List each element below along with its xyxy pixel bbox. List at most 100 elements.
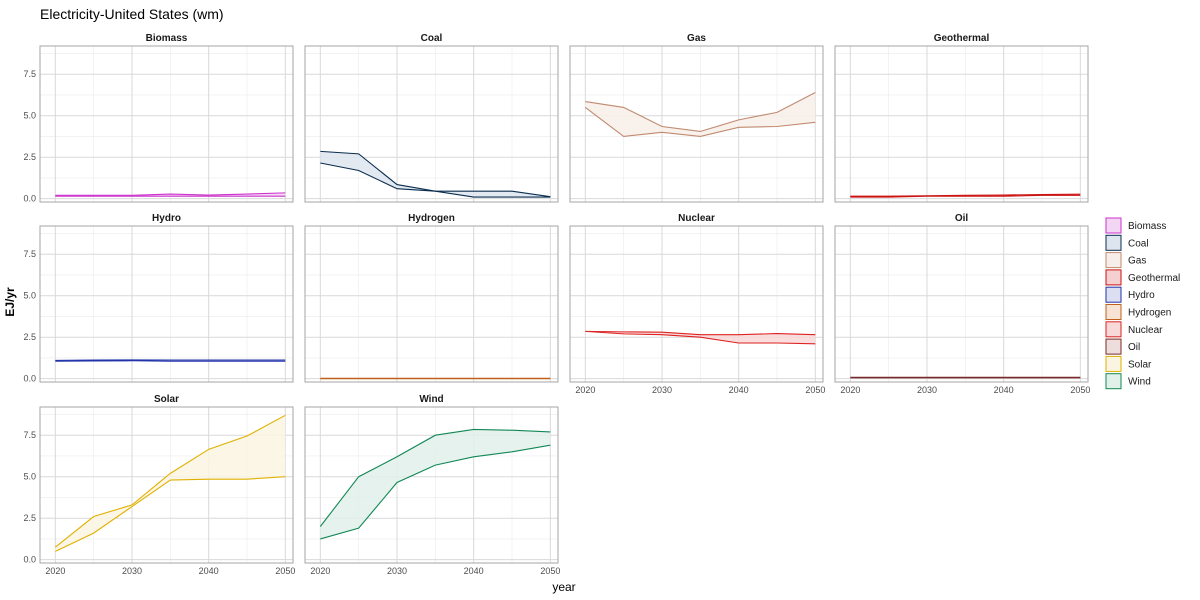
facet-panels: Biomass 0.0 2.5 5.0 7.5 Coal Gas Geothermal Hydr… [23, 33, 1090, 576]
panel-background [835, 46, 1088, 202]
series-line-lower [55, 360, 286, 362]
series-line-lower [320, 162, 551, 198]
y-tick-label: 7.5 [23, 430, 36, 440]
legend-label: Solar [1128, 359, 1152, 370]
panel-background [305, 226, 558, 382]
legend-label: Coal [1128, 238, 1149, 249]
legend-key [1105, 321, 1122, 338]
x-tick-label: 2050 [805, 385, 825, 395]
legend-label: Gas [1128, 256, 1146, 267]
panel-background [40, 226, 293, 382]
legend-label: Wind [1128, 377, 1151, 388]
x-axis-title: year [552, 580, 575, 594]
x-tick-label: 2040 [199, 566, 219, 576]
panel-border [304, 406, 559, 564]
series-line-upper [585, 91, 816, 133]
series-line-lower [584, 106, 816, 138]
x-tick-label: 2030 [917, 385, 937, 395]
y-tick-label: 0.0 [23, 194, 36, 204]
legend-key [1105, 304, 1122, 320]
legend-label: Nuclear [1128, 325, 1163, 336]
x-tick-label: 2030 [652, 385, 672, 395]
x-tick-label: 2050 [540, 566, 560, 576]
panel-border [39, 225, 294, 383]
legend-key [1105, 269, 1122, 286]
legend-item-geothermal: Geothermal [1105, 269, 1180, 286]
y-tick-label: 2.5 [23, 513, 36, 523]
x-tick-label: 2030 [122, 566, 142, 576]
legend-label: Hydrogen [1128, 308, 1171, 319]
facet-nuclear: Nuclear 2020 2030 2040 2050 [569, 213, 825, 395]
x-tick-label: 2040 [464, 566, 484, 576]
legend-label: Hydro [1128, 290, 1155, 301]
panel-border [39, 406, 294, 564]
facet-title: Hydrogen [408, 213, 455, 224]
chart-title: Electricity-United States (wm) [40, 6, 224, 22]
facet-biomass: Biomass 0.0 2.5 5.0 7.5 [23, 33, 294, 204]
legend-key [1105, 338, 1122, 355]
facet-title: Biomass [146, 33, 188, 44]
facet-solar: Solar 0.0 2.5 5.0 7.5 2020 2030 2040 2050 [23, 394, 295, 576]
legend-key [1105, 252, 1122, 269]
legend-item-hydrogen: Hydrogen [1105, 304, 1171, 320]
legend-key [1105, 373, 1122, 390]
panel-border [569, 225, 824, 383]
legend-key [1105, 217, 1122, 234]
facet-title: Coal [421, 33, 443, 44]
legend-item-wind: Wind [1105, 373, 1151, 390]
series-line-lower [850, 194, 1081, 198]
y-tick-label: 2.5 [23, 152, 36, 162]
facet-title: Hydro [152, 213, 181, 224]
legend: Biomass Coal Gas Geothermal Hydro Hydrogen Nuc… [1105, 217, 1180, 390]
legend-item-biomass: Biomass [1105, 217, 1166, 234]
legend-key [1105, 286, 1122, 303]
panel-background [40, 46, 293, 202]
facet-coal: Coal [304, 33, 559, 203]
legend-label: Geothermal [1128, 273, 1180, 284]
legend-item-hydro: Hydro [1105, 286, 1155, 303]
y-tick-label: 2.5 [23, 332, 36, 342]
legend-key [1105, 355, 1122, 372]
x-tick-label: 2030 [387, 566, 407, 576]
legend-label: Biomass [1128, 221, 1166, 232]
legend-item-coal: Coal [1105, 234, 1149, 251]
panel-background [835, 226, 1088, 382]
series-line-upper [319, 428, 551, 527]
legend-item-gas: Gas [1105, 252, 1146, 269]
series-line-upper [55, 192, 286, 196]
ribbon-area [320, 151, 551, 198]
facet-oil: Oil 2020 2030 2040 2050 [834, 213, 1090, 395]
series-line-upper [850, 193, 1081, 197]
facet-hydro: Hydro 0.0 2.5 5.0 7.5 [23, 213, 294, 384]
y-tick-label: 0.0 [23, 555, 36, 565]
facet-title: Solar [154, 394, 179, 405]
facet-hydrogen: Hydrogen [304, 213, 559, 383]
ribbon-area [320, 429, 551, 539]
panel-border [304, 45, 559, 203]
y-tick-label: 7.5 [23, 69, 36, 79]
panel-border [39, 45, 294, 203]
legend-item-nuclear: Nuclear [1105, 321, 1163, 338]
series-line-upper [55, 359, 286, 361]
x-tick-label: 2020 [840, 385, 860, 395]
ribbon-area [55, 415, 286, 552]
y-tick-label: 5.0 [23, 472, 36, 482]
facet-title: Gas [687, 33, 706, 44]
x-tick-label: 2050 [275, 566, 295, 576]
x-tick-label: 2020 [575, 385, 595, 395]
facet-title: Wind [419, 394, 443, 405]
facet-title: Nuclear [678, 213, 715, 224]
panel-background [570, 226, 823, 382]
panel-border [304, 225, 559, 383]
legend-label: Oil [1128, 342, 1140, 353]
panel-border [569, 45, 824, 203]
x-tick-label: 2020 [310, 566, 330, 576]
legend-key [1105, 234, 1122, 251]
facet-title: Oil [955, 213, 969, 224]
series-line-lower [585, 330, 816, 345]
x-tick-label: 2040 [729, 385, 749, 395]
x-tick-label: 2050 [1070, 385, 1090, 395]
facet-geothermal: Geothermal [834, 33, 1089, 203]
y-tick-label: 7.5 [23, 249, 36, 259]
x-tick-label: 2040 [994, 385, 1014, 395]
